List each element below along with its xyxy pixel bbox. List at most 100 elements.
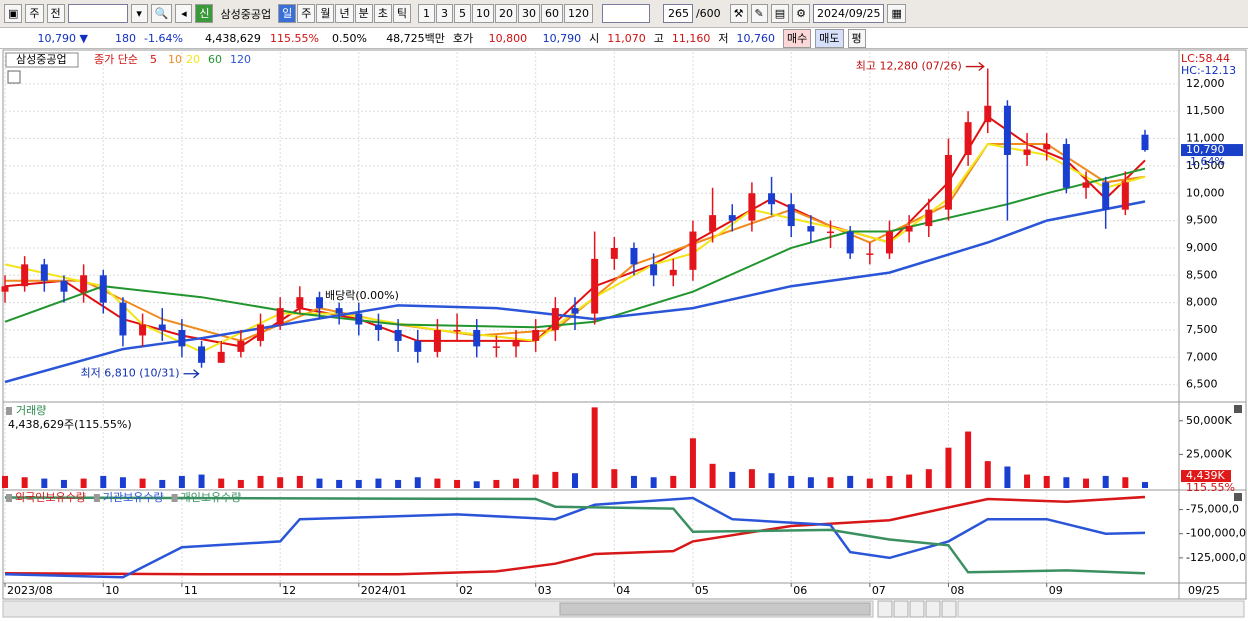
y-tick-label: 10,000 <box>1186 186 1225 199</box>
settings-button[interactable]: ⚙ <box>792 4 811 23</box>
volume-bar <box>237 479 244 488</box>
low: 10,760 <box>736 31 776 45</box>
candle-body <box>551 308 559 330</box>
y-tick-label: -125,000,0 <box>1186 551 1246 564</box>
volume-bar <box>1004 466 1011 488</box>
stock-name: 삼성중공업 <box>220 7 272 21</box>
legend-entry: 120 <box>230 53 251 66</box>
plot-frame <box>2 49 1247 600</box>
search-button[interactable]: 🔍 <box>150 4 173 23</box>
blank-input[interactable] <box>601 4 650 23</box>
period-button[interactable]: 주 <box>297 4 316 23</box>
legend-icon <box>7 70 21 84</box>
code-input[interactable]: 010140 <box>67 4 128 23</box>
candle-body <box>827 231 835 234</box>
period-button[interactable]: 초 <box>373 4 392 23</box>
candle-body <box>257 324 265 341</box>
volume-bar <box>866 478 873 488</box>
max-count: /600 <box>695 7 721 20</box>
y-tick-label: 7,500 <box>1186 323 1218 336</box>
calendar-button[interactable]: ▦ <box>887 4 906 23</box>
zoom-strip <box>957 600 1245 618</box>
candle-body <box>158 324 166 330</box>
candle-body <box>335 308 343 314</box>
nav-button[interactable] <box>909 600 925 618</box>
interval-button[interactable]: 1 <box>417 4 435 23</box>
candle-body <box>99 275 107 303</box>
nav-button[interactable] <box>893 600 909 618</box>
candle-body <box>1141 134 1149 151</box>
period-button[interactable]: 일 <box>278 4 297 23</box>
holding-line <box>4 496 1146 575</box>
y-tick-label: -100,000,0 <box>1186 527 1246 540</box>
candle-body <box>650 264 658 276</box>
date-input[interactable]: 2024/09/25 <box>813 4 885 23</box>
sell-button[interactable]: 매도 <box>815 28 844 48</box>
legend-marker <box>171 494 178 502</box>
tool-button[interactable]: ✎ <box>750 4 768 23</box>
volume-ratio-label: 115.55% <box>1186 481 1235 494</box>
volume-bar <box>1122 477 1129 488</box>
prev-button[interactable]: 전 <box>46 4 65 23</box>
dividend-annotation: 배당락(0.00%) <box>325 289 399 302</box>
volume-bar <box>41 478 48 488</box>
avg-button[interactable]: 평 <box>847 28 866 48</box>
tool-button[interactable]: ⚒ <box>729 4 748 23</box>
interval-button[interactable]: 60 <box>540 4 563 23</box>
holding-legend-entry: 외국인보유수량 <box>15 491 86 504</box>
candle-body <box>512 340 520 347</box>
volume-bar <box>119 477 126 488</box>
candle-body <box>885 231 893 254</box>
candle-body <box>80 275 88 292</box>
period-button[interactable]: 분 <box>354 4 373 23</box>
x-tick-label: 08 <box>950 584 964 597</box>
y-tick-label: 11,500 <box>1186 104 1225 117</box>
volume-bar <box>375 478 382 488</box>
market-select[interactable]: 주 <box>25 4 44 23</box>
nav-button[interactable] <box>877 600 893 618</box>
interval-button[interactable]: 5 <box>453 4 471 23</box>
save-button[interactable]: ▤ <box>770 4 790 23</box>
candle-body <box>610 247 618 259</box>
holding-legend-entry: 개인보유수량 <box>181 491 242 504</box>
volume-bar <box>493 479 500 488</box>
volume-bar <box>139 478 146 488</box>
interval-button[interactable]: 20 <box>494 4 517 23</box>
legend-marker <box>93 494 100 502</box>
volume-bar <box>572 473 578 488</box>
sound-button[interactable]: ◂ <box>175 4 193 23</box>
nav-button[interactable] <box>925 600 941 618</box>
candle-body <box>414 340 422 352</box>
buy-button[interactable]: 매수 <box>783 28 812 48</box>
candle-body <box>689 231 697 270</box>
volume-bar <box>709 463 716 488</box>
interval-button[interactable]: 3 <box>435 4 453 23</box>
interval-button[interactable]: 30 <box>517 4 540 23</box>
volume-bar <box>414 477 421 488</box>
price: 10,790 ▼ <box>37 31 88 45</box>
volume-bar <box>296 475 303 488</box>
interval-button[interactable]: 120 <box>563 4 593 23</box>
candle-body <box>1062 144 1070 188</box>
volume-bar <box>827 477 834 488</box>
period-button[interactable]: 월 <box>316 4 335 23</box>
volume-bar <box>277 477 284 488</box>
candle-body <box>60 280 68 292</box>
period-button[interactable]: 틱 <box>392 4 411 23</box>
interval-button[interactable]: 10 <box>471 4 494 23</box>
dropdown[interactable]: ▾ <box>130 4 148 23</box>
period-button[interactable]: 년 <box>335 4 354 23</box>
bid: 10,790 <box>542 31 582 45</box>
y-tick-label: 11,000 <box>1186 132 1225 145</box>
change: 180 <box>115 31 136 45</box>
rate: -1.64% <box>144 31 183 45</box>
candle-body <box>1102 182 1110 210</box>
count-input[interactable]: 265 <box>662 4 693 23</box>
menu-button[interactable]: ▣ <box>4 4 23 23</box>
candle-body <box>1121 182 1129 210</box>
candle-body <box>237 340 245 352</box>
volume-bar <box>454 479 461 488</box>
nav-button[interactable] <box>941 600 957 618</box>
